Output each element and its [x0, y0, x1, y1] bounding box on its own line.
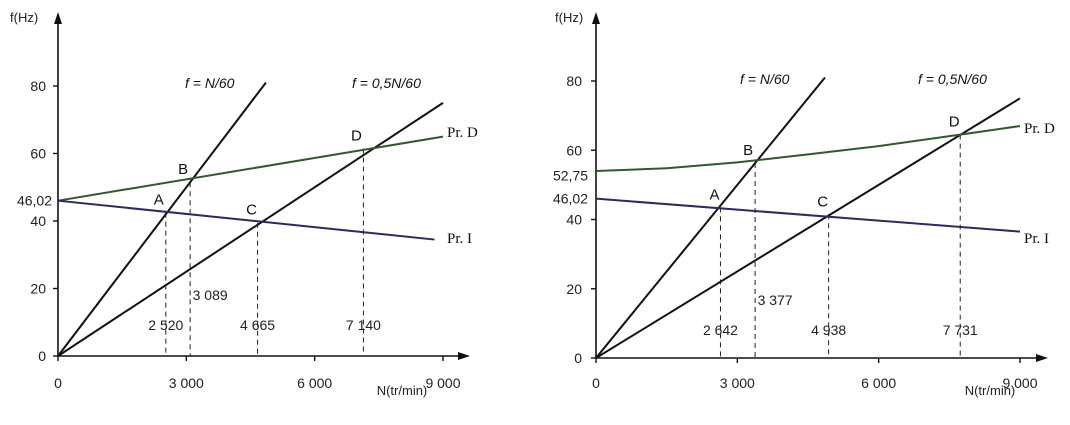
series-label-1: f = N/60 [185, 75, 235, 91]
point-label-d: D [351, 127, 362, 144]
point-label-b: B [178, 161, 188, 178]
point-label-a: A [154, 192, 164, 209]
drop-value-d: 7 731 [943, 322, 978, 338]
y-extra-label: 46,02 [553, 191, 588, 207]
x-tick-label: 9 000 [1002, 375, 1037, 391]
series-line-2 [57, 102, 444, 357]
drop-value-b: 3 089 [193, 287, 228, 303]
x-tick-label: 0 [54, 375, 62, 391]
series-line-3 [595, 125, 1021, 173]
x-axis-arrow [458, 352, 470, 360]
y-tick-label: 20 [30, 281, 46, 297]
point-label-c: C [246, 202, 257, 219]
drop-value-c: 4 665 [240, 317, 275, 333]
series-label-3: Pr. D [447, 125, 478, 141]
point-label-a: A [709, 186, 719, 203]
y-tick-label: 40 [30, 213, 46, 229]
series-line-1 [595, 76, 826, 359]
y-tick-label: 80 [566, 73, 582, 89]
point-label-c: C [817, 193, 828, 210]
series-label-4: Pr. I [1024, 231, 1049, 247]
series-line-1 [57, 82, 267, 357]
y-extra-label: 52,75 [553, 167, 588, 183]
x-tick-label: 9 000 [425, 375, 460, 391]
drop-value-a: 2 642 [703, 322, 738, 338]
y-axis-arrow [54, 12, 62, 24]
y-axis-title: f(Hz) [555, 10, 583, 25]
series-label-3: Pr. D [1024, 121, 1055, 137]
y-tick-label: 20 [566, 281, 582, 297]
x-axis-title: N(tr/min) [377, 383, 428, 398]
point-label-b: B [743, 142, 753, 159]
x-axis-arrow [1036, 354, 1048, 362]
y-extra-label: 46,02 [17, 193, 52, 209]
series-line-4 [57, 199, 435, 241]
series-line-4 [595, 197, 1021, 233]
point-label-d: D [949, 114, 960, 131]
x-tick-label: 3 000 [720, 375, 755, 391]
series-label-1: f = N/60 [740, 71, 790, 87]
y-axis-title: f(Hz) [10, 10, 38, 25]
y-tick-label: 60 [30, 146, 46, 162]
y-tick-label: 0 [574, 350, 582, 366]
x-tick-label: 6 000 [861, 375, 896, 391]
drop-value-a: 2 520 [148, 317, 183, 333]
y-tick-label: 0 [38, 348, 46, 364]
chart-panel-1: f(Hz) N(tr/min) 0 20 40 60 80 46,02 0 3 000 6 000 9… [10, 10, 478, 398]
y-tick-label: 40 [566, 212, 582, 228]
chart-panel-2: f(Hz) N(tr/min) 0 20 40 60 80 52,75 46,02 0 3 000 6… [553, 10, 1055, 398]
series-label-2: f = 0,5N/60 [352, 75, 421, 91]
y-axis-arrow [592, 12, 600, 24]
series-line-3 [57, 135, 444, 202]
y-tick-label: 80 [30, 78, 46, 94]
y-tick-label: 60 [566, 142, 582, 158]
x-tick-label: 3 000 [169, 375, 204, 391]
series-label-2: f = 0,5N/60 [918, 71, 987, 87]
drop-value-c: 4 938 [811, 322, 846, 338]
drop-value-d: 7 140 [346, 317, 381, 333]
x-tick-label: 0 [592, 375, 600, 391]
series-line-2 [595, 97, 1021, 359]
x-axis-title: N(tr/min) [965, 383, 1016, 398]
series-label-4: Pr. I [447, 231, 472, 247]
x-tick-label: 6 000 [297, 375, 332, 391]
drop-value-b: 3 377 [758, 292, 793, 308]
